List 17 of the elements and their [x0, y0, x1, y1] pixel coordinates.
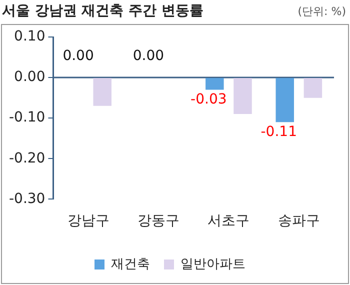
x-tick-label: 서초구	[208, 213, 250, 230]
x-tick-label: 강남구	[67, 213, 110, 230]
legend-label: 일반아파트	[180, 256, 246, 272]
y-tick-label: -0.20	[8, 150, 46, 166]
data-label: -0.11	[260, 124, 297, 140]
data-label: 0.00	[62, 48, 94, 64]
data-label: -0.03	[190, 91, 227, 108]
x-tick-label: 송파구	[278, 213, 320, 230]
y-tick-label: 0.00	[14, 69, 46, 86]
legend-label: 재건축	[111, 256, 150, 272]
y-tick-label: -0.10	[8, 110, 46, 126]
y-tick-label: -0.30	[8, 190, 46, 207]
chart-title: 서울 강남권 재건축 주간 변동률	[2, 2, 204, 20]
x-tick-label: 강동구	[138, 213, 180, 230]
data-label: 0.00	[132, 48, 164, 64]
y-tick-label: 0.10	[14, 28, 46, 45]
chart-subtitle: (단위: %)	[298, 4, 346, 19]
